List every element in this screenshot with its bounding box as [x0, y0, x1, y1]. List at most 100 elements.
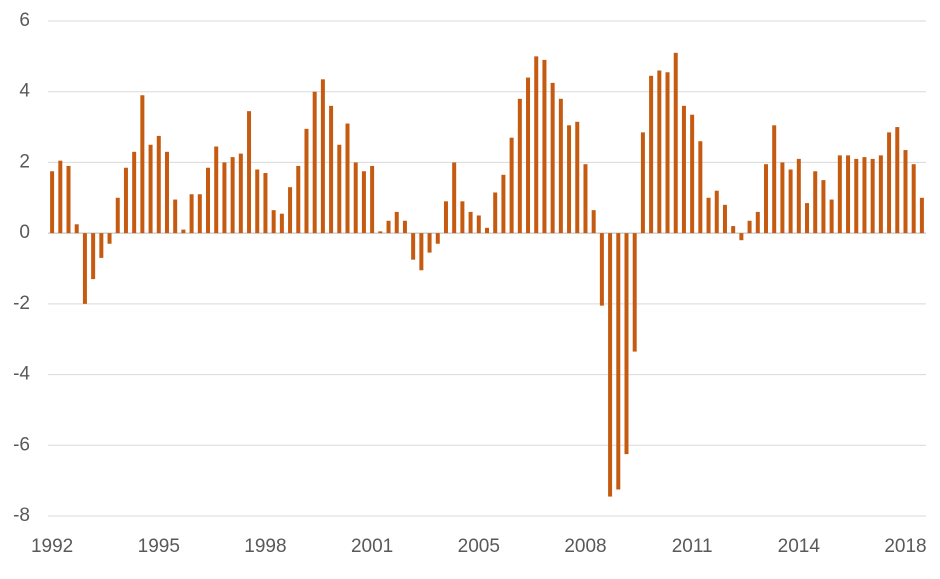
y-tick-label: 4 [19, 81, 30, 102]
bar [624, 233, 629, 455]
bar [846, 155, 851, 234]
bar [583, 164, 588, 234]
bar [501, 174, 506, 234]
bar [829, 199, 834, 234]
x-tick-label: 2014 [778, 536, 821, 557]
bar [361, 171, 366, 234]
bar [534, 56, 539, 234]
bar [739, 233, 744, 241]
bar [279, 213, 284, 234]
bar [263, 173, 268, 234]
bar [181, 229, 186, 234]
bar [476, 215, 481, 234]
bar [214, 146, 219, 234]
bar [878, 155, 883, 234]
bar [616, 233, 621, 490]
y-tick-label: -4 [13, 364, 30, 385]
bar [386, 220, 391, 234]
bar [599, 233, 604, 306]
bar [222, 162, 227, 234]
bar [895, 127, 900, 234]
bar [837, 155, 842, 234]
bar [156, 135, 161, 234]
bar [304, 128, 309, 234]
bar [567, 125, 572, 234]
bar [460, 201, 465, 234]
x-tick-label: 2011 [672, 536, 713, 557]
bar [690, 114, 695, 234]
bar [452, 162, 457, 234]
bar [411, 233, 416, 260]
bar [780, 162, 785, 234]
bar [66, 165, 71, 234]
bar [230, 157, 235, 234]
y-tick-label: -2 [13, 293, 30, 314]
bar [443, 201, 448, 234]
bar [320, 79, 325, 234]
bar [197, 194, 202, 234]
bar [288, 187, 293, 234]
bar [911, 164, 916, 234]
bar [329, 105, 334, 234]
bar [99, 233, 104, 258]
bar [673, 52, 678, 234]
bar [509, 137, 514, 234]
bar [747, 220, 752, 234]
bar [903, 150, 908, 234]
x-tick-label: 2008 [564, 536, 606, 557]
bar [796, 158, 801, 234]
bar [763, 164, 768, 234]
bar [74, 224, 79, 234]
bar [788, 169, 793, 234]
y-tick-label: -8 [13, 505, 30, 526]
bar [370, 165, 375, 234]
bar [173, 199, 178, 234]
bar [698, 141, 703, 234]
bar [238, 153, 243, 234]
y-tick-label: -6 [13, 434, 30, 455]
bar [591, 210, 596, 234]
x-tick-label: 2018 [884, 536, 926, 557]
bar [526, 77, 531, 234]
x-tick-label: 2005 [458, 536, 500, 557]
bar [755, 211, 760, 234]
bar [58, 160, 63, 234]
bar [640, 132, 645, 234]
bar [706, 197, 711, 234]
bar [517, 98, 522, 234]
x-tick-label: 1995 [138, 536, 180, 557]
bar [722, 204, 727, 234]
bar [247, 111, 252, 234]
bar [394, 211, 399, 234]
bar [542, 59, 547, 234]
bar [123, 167, 128, 234]
bar [164, 151, 169, 234]
x-tick-label: 1992 [31, 536, 73, 557]
bar [148, 144, 153, 234]
bar [419, 233, 424, 271]
bar [575, 121, 580, 234]
y-tick-label: 2 [19, 151, 30, 172]
bar [312, 91, 317, 234]
bar [140, 95, 145, 234]
y-tick-label: 0 [19, 222, 30, 243]
bar [493, 192, 498, 234]
bar [435, 233, 440, 244]
bar [132, 151, 137, 234]
bar [558, 98, 563, 234]
bar [91, 233, 96, 280]
bar [854, 158, 859, 234]
bar [468, 211, 473, 234]
bar [649, 75, 654, 234]
bar [82, 233, 87, 304]
bar [772, 125, 777, 234]
bar [862, 157, 867, 234]
bar [813, 171, 818, 234]
bar [50, 171, 55, 234]
x-tick-label: 2001 [351, 536, 393, 557]
bar [665, 72, 670, 234]
bar [485, 227, 489, 234]
bar [378, 231, 383, 234]
bar [887, 132, 892, 234]
